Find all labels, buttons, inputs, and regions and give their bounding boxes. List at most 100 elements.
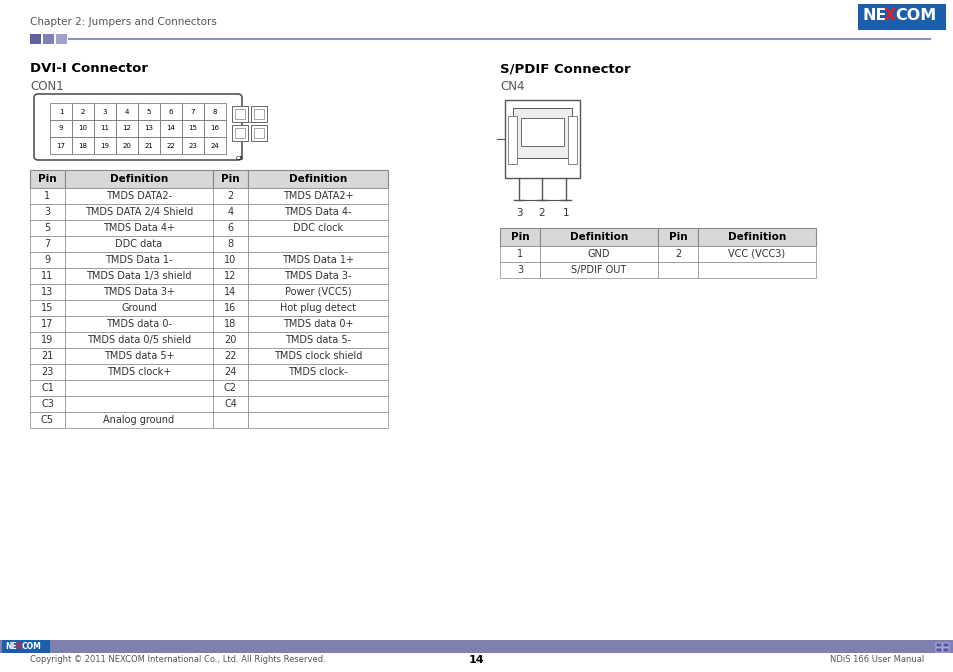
Text: C2: C2 <box>224 383 236 393</box>
Text: TMDS Data 1-: TMDS Data 1- <box>105 255 172 265</box>
Bar <box>213 396 248 412</box>
Bar <box>213 236 248 252</box>
Text: Ground: Ground <box>121 303 156 313</box>
Bar <box>213 204 248 220</box>
Text: TMDS data 5+: TMDS data 5+ <box>104 351 174 361</box>
Bar <box>30 268 65 284</box>
Text: Pin: Pin <box>510 232 529 242</box>
Bar <box>138 137 160 154</box>
Text: DDC data: DDC data <box>115 239 162 249</box>
Bar <box>204 103 226 120</box>
Text: 4: 4 <box>125 108 129 114</box>
Bar <box>30 380 65 396</box>
Text: DDC clock: DDC clock <box>293 223 343 233</box>
Text: C3: C3 <box>41 399 54 409</box>
Bar <box>94 103 116 120</box>
Bar <box>513 108 572 158</box>
Bar <box>213 284 248 300</box>
Text: 5: 5 <box>45 223 51 233</box>
Bar <box>65 332 213 348</box>
Bar <box>182 137 204 154</box>
Text: 24: 24 <box>224 367 236 377</box>
Bar <box>248 364 388 380</box>
Bar <box>30 284 65 300</box>
Bar <box>213 188 248 204</box>
Text: TMDS Data 1+: TMDS Data 1+ <box>282 255 354 265</box>
Text: TMDS Data 3+: TMDS Data 3+ <box>103 287 174 297</box>
Bar <box>248 188 388 204</box>
Bar <box>65 284 213 300</box>
Text: NE: NE <box>5 642 17 651</box>
Bar <box>138 103 160 120</box>
Text: Copyright © 2011 NEXCOM International Co., Ltd. All Rights Reserved.: Copyright © 2011 NEXCOM International Co… <box>30 655 325 664</box>
Text: Pin: Pin <box>668 232 686 242</box>
Bar <box>65 236 213 252</box>
Bar <box>30 316 65 332</box>
Text: TMDS data 0+: TMDS data 0+ <box>282 319 353 329</box>
Bar <box>248 332 388 348</box>
Bar <box>65 412 213 428</box>
Bar <box>248 204 388 220</box>
Text: Power (VCC5): Power (VCC5) <box>284 287 351 297</box>
Bar <box>204 137 226 154</box>
Text: Definition: Definition <box>727 232 785 242</box>
Text: 14: 14 <box>224 287 236 297</box>
Text: 1: 1 <box>562 208 569 218</box>
Bar <box>567 116 577 164</box>
Text: 8: 8 <box>213 108 217 114</box>
Bar <box>213 220 248 236</box>
Bar <box>248 380 388 396</box>
Bar <box>213 252 248 268</box>
Text: 15: 15 <box>41 303 53 313</box>
Text: 2: 2 <box>81 108 85 114</box>
Bar <box>30 300 65 316</box>
Text: 3: 3 <box>516 208 521 218</box>
Bar <box>213 348 248 364</box>
Bar <box>56 34 67 44</box>
FancyBboxPatch shape <box>34 94 242 160</box>
Bar <box>65 396 213 412</box>
Bar <box>160 103 182 120</box>
Text: 14: 14 <box>469 655 484 665</box>
Text: 7: 7 <box>45 239 51 249</box>
Bar <box>116 120 138 137</box>
Text: Pin: Pin <box>221 174 239 184</box>
Bar <box>698 262 815 278</box>
Bar <box>30 332 65 348</box>
Text: 11: 11 <box>41 271 53 281</box>
Text: DVI-I Connector: DVI-I Connector <box>30 62 148 75</box>
Text: GND: GND <box>587 249 610 259</box>
Bar <box>935 643 941 647</box>
Text: 5: 5 <box>147 108 151 114</box>
Text: CN4: CN4 <box>499 80 524 93</box>
Text: 13: 13 <box>41 287 53 297</box>
Text: C1: C1 <box>41 383 54 393</box>
Bar <box>248 316 388 332</box>
Bar <box>50 103 71 120</box>
Bar <box>182 103 204 120</box>
Text: TMDS clock-: TMDS clock- <box>288 367 348 377</box>
Text: COM: COM <box>22 642 42 651</box>
Bar <box>248 236 388 252</box>
Text: 2: 2 <box>227 191 233 201</box>
Text: 6: 6 <box>169 108 173 114</box>
Text: C5: C5 <box>41 415 54 425</box>
Text: TMDS DATA2+: TMDS DATA2+ <box>282 191 353 201</box>
Text: Definition: Definition <box>569 232 627 242</box>
Bar <box>232 125 248 141</box>
Text: 20: 20 <box>122 142 132 149</box>
Bar <box>499 246 539 262</box>
Bar <box>698 228 815 246</box>
Bar <box>658 246 698 262</box>
Text: 10: 10 <box>78 126 88 132</box>
Bar <box>253 109 264 119</box>
Text: 11: 11 <box>100 126 110 132</box>
Text: 21: 21 <box>41 351 53 361</box>
Bar <box>65 188 213 204</box>
Text: 17: 17 <box>56 142 66 149</box>
Text: 16: 16 <box>211 126 219 132</box>
Bar <box>248 252 388 268</box>
Bar <box>251 125 267 141</box>
Text: 4: 4 <box>227 207 233 217</box>
Text: 22: 22 <box>224 351 236 361</box>
